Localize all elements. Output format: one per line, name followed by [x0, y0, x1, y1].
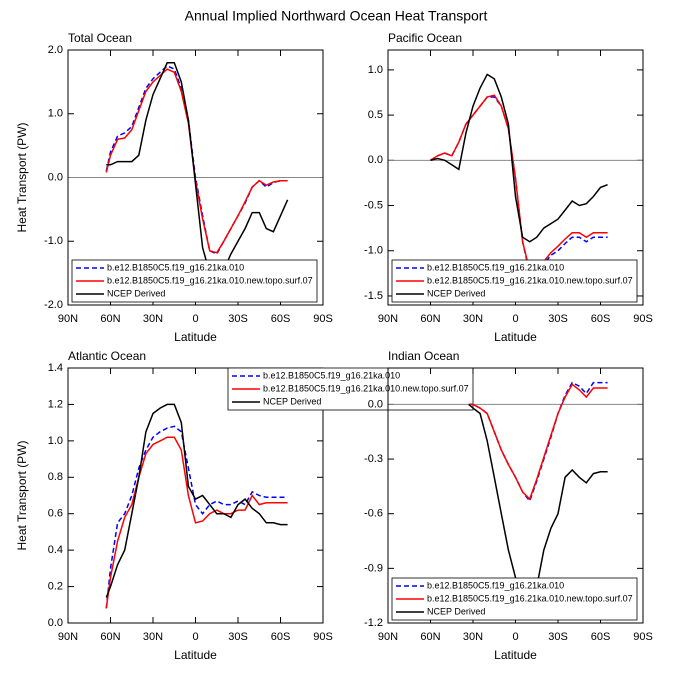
x-tick-label: 60N	[100, 313, 120, 325]
legend-label: b.e12.B1850C5.f19_g16.21ka.010	[427, 580, 564, 590]
y-tick-label: 1.2	[48, 398, 63, 410]
y-tick-label: -1.0	[364, 245, 383, 257]
x-tick-label: 60S	[591, 313, 611, 325]
plot-frame	[387, 49, 644, 306]
legend-label: b.e12.B1850C5.f19_g16.21ka.010.new.topo.…	[263, 383, 469, 393]
x-axis-label: Latitude	[174, 648, 217, 662]
legend-label: b.e12.B1850C5.f19_g16.21ka.010.new.topo.…	[427, 275, 633, 285]
legend-box	[391, 577, 638, 621]
x-axis-label: Latitude	[494, 330, 537, 344]
y-tick-label: 0.4	[48, 544, 63, 556]
y-tick-label: 0.6	[48, 508, 63, 520]
legend-label: b.e12.B1850C5.f19_g16.21ka.010.new.topo.…	[107, 275, 313, 285]
x-tick-label: 60S	[271, 631, 291, 643]
y-tick-label: -0.6	[364, 508, 383, 520]
x-tick-label: 90S	[313, 313, 333, 325]
panel-title: Atlantic Ocean	[68, 349, 146, 363]
legend-label: b.e12.B1850C5.f19_g16.21ka.010	[263, 370, 400, 380]
x-tick-label: 30N	[143, 631, 163, 643]
panel: Indian Ocean Latitude 90N 60N 30N 0 30S 60S 90S 0…	[364, 349, 653, 662]
series-line	[468, 383, 608, 501]
panel-title: Indian Ocean	[388, 349, 459, 363]
x-tick-label: 60S	[591, 631, 611, 643]
x-tick-label: 0	[512, 313, 518, 325]
legend-box	[391, 259, 638, 303]
legend-label: b.e12.B1850C5.f19_g16.21ka.010	[427, 262, 564, 272]
series-line	[430, 73, 608, 243]
series-line	[105, 436, 288, 609]
y-tick-label: 1.0	[48, 108, 63, 120]
y-tick-label: 1.4	[48, 362, 63, 374]
plot-frame	[67, 49, 324, 306]
plot-frame	[387, 367, 644, 624]
panel: Atlantic Ocean Heat Transport (PW) Latitud…	[15, 349, 474, 662]
y-tick-label: -1.5	[364, 290, 383, 302]
series-line	[105, 403, 288, 598]
legend-label: NCEP Derived	[427, 288, 485, 298]
y-tick-label: -0.5	[364, 199, 383, 211]
y-axis-label: Heat Transport (PW)	[15, 122, 29, 232]
panel-title: Total Ocean	[68, 31, 132, 45]
y-tick-label: 0.0	[48, 617, 63, 629]
series-line	[106, 62, 289, 285]
x-tick-label: 90S	[633, 313, 653, 325]
x-tick-label: 30S	[548, 313, 568, 325]
plot-frame	[67, 367, 324, 624]
x-tick-label: 90S	[313, 631, 333, 643]
legend-label: NCEP Derived	[263, 396, 321, 406]
y-axis-label: Heat Transport (PW)	[15, 440, 29, 550]
x-tick-label: 30S	[548, 631, 568, 643]
x-tick-label: 90N	[378, 631, 398, 643]
figure-title: Annual Implied Northward Ocean Heat Tran…	[185, 8, 488, 24]
legend-label: NCEP Derived	[427, 606, 485, 616]
y-tick-label: 0.5	[368, 109, 383, 121]
x-axis-label: Latitude	[494, 648, 537, 662]
x-axis-label: Latitude	[174, 330, 217, 344]
y-tick-label: -1.2	[364, 617, 383, 629]
panel-title: Pacific Ocean	[388, 31, 462, 45]
y-tick-label: -0.9	[364, 562, 383, 574]
x-tick-label: 60N	[420, 313, 440, 325]
y-tick-label: 1.0	[368, 64, 383, 76]
legend-label: NCEP Derived	[107, 288, 165, 298]
x-tick-label: 60N	[420, 631, 440, 643]
x-tick-label: 0	[192, 631, 198, 643]
x-tick-label: 30S	[228, 313, 248, 325]
x-tick-label: 60N	[100, 631, 120, 643]
y-tick-label: 0.2	[48, 580, 63, 592]
y-tick-label: -2.0	[44, 299, 63, 311]
panel: Pacific Ocean Latitude 90N 60N 30N 0 30S 60S 90S…	[364, 31, 653, 344]
x-tick-label: 90N	[58, 313, 78, 325]
legend-label: b.e12.B1850C5.f19_g16.21ka.010	[107, 262, 244, 272]
x-tick-label: 60S	[271, 313, 291, 325]
y-tick-label: 0.0	[368, 154, 383, 166]
x-tick-label: 0	[192, 313, 198, 325]
y-tick-label: 1.0	[48, 435, 63, 447]
x-tick-label: 30N	[143, 313, 163, 325]
x-tick-label: 0	[512, 631, 518, 643]
y-tick-label: 0.8	[48, 471, 63, 483]
y-tick-label: 0.0	[368, 398, 383, 410]
legend-box	[71, 259, 318, 303]
panel: Total Ocean Heat Transport (PW) Latitude 90…	[15, 31, 333, 344]
x-tick-label: 30S	[228, 631, 248, 643]
x-tick-label: 90N	[58, 631, 78, 643]
series-line	[430, 94, 608, 272]
y-tick-label: -0.3	[364, 453, 383, 465]
x-tick-label: 30N	[463, 631, 483, 643]
x-tick-label: 90S	[633, 631, 653, 643]
x-tick-label: 90N	[378, 313, 398, 325]
y-tick-label: 0.0	[48, 171, 63, 183]
y-tick-label: -1.0	[44, 235, 63, 247]
y-tick-label: 2.0	[48, 44, 63, 56]
legend-box	[227, 367, 474, 411]
series-line	[105, 425, 288, 609]
legend-label: b.e12.B1850C5.f19_g16.21ka.010.new.topo.…	[427, 593, 633, 603]
x-tick-label: 30N	[463, 313, 483, 325]
